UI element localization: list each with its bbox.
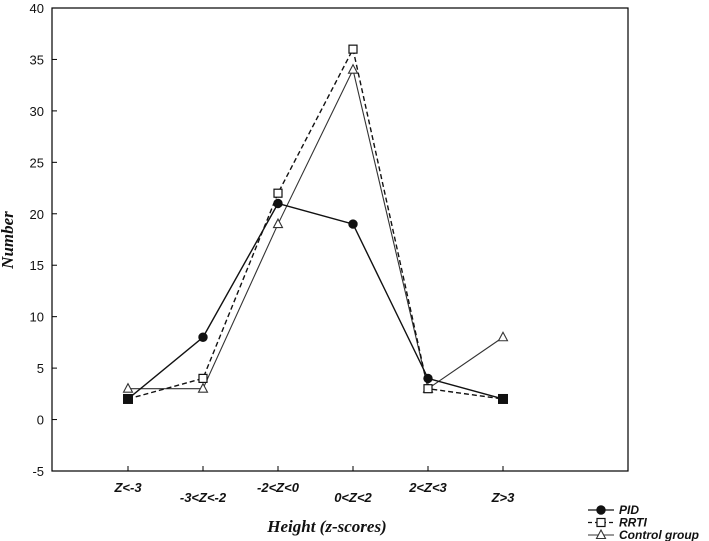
series-group xyxy=(122,44,509,404)
data-point xyxy=(347,63,359,74)
series-line xyxy=(127,47,504,400)
data-point xyxy=(423,384,433,394)
series-pid xyxy=(123,198,508,404)
x-tick-label: Z<-3 xyxy=(113,480,142,495)
series-rrti xyxy=(123,44,508,404)
data-point xyxy=(198,332,208,342)
legend-marker xyxy=(595,528,607,540)
legend-label: Control group xyxy=(619,528,699,541)
x-tick-label: -3<Z<-2 xyxy=(180,490,227,505)
legend-marker xyxy=(596,505,606,515)
overlap-point xyxy=(498,393,508,404)
overlap-point xyxy=(123,393,133,404)
series-line xyxy=(128,68,504,390)
legend-item: Control group xyxy=(588,528,699,541)
data-point xyxy=(497,331,509,342)
y-tick-label: 5 xyxy=(37,361,44,376)
legend-label: RRTI xyxy=(619,516,647,530)
legend-item: RRTI xyxy=(588,516,647,530)
y-tick-label: 0 xyxy=(37,413,44,428)
x-tick-label: Z>3 xyxy=(491,490,516,505)
y-tick-label: -5 xyxy=(32,464,44,479)
data-point xyxy=(348,219,358,229)
data-point xyxy=(273,188,283,198)
x-tick-label: 0<Z<2 xyxy=(334,490,372,505)
x-axis: Z<-3 -3<Z<-2 -2<Z<0 0<Z<2 2<Z<3 Z>3 xyxy=(113,466,515,505)
y-tick-label: 15 xyxy=(30,258,44,273)
data-point xyxy=(273,198,283,209)
x-axis-title: Height (z-scores) xyxy=(266,517,386,536)
x-tick-label: 2<Z<3 xyxy=(408,480,447,495)
data-point xyxy=(198,373,208,383)
data-point xyxy=(348,44,358,54)
y-tick-label: 40 xyxy=(30,1,44,16)
series-line xyxy=(127,202,504,400)
x-tick-label: -2<Z<0 xyxy=(257,480,300,495)
y-tick-label: 30 xyxy=(30,104,44,119)
data-point xyxy=(197,382,209,393)
data-point xyxy=(423,373,433,384)
legend-item: PID xyxy=(588,503,639,517)
y-tick-label: 10 xyxy=(30,310,44,325)
data-point xyxy=(122,382,134,393)
y-tick-label: 20 xyxy=(30,207,44,222)
y-tick-label: 35 xyxy=(30,52,44,67)
data-point xyxy=(272,217,284,229)
y-axis-title: Number xyxy=(0,211,17,270)
legend-label: PID xyxy=(619,503,639,517)
series-control-group xyxy=(122,63,509,393)
plot-frame xyxy=(51,7,629,472)
legend-marker xyxy=(596,517,606,528)
y-axis: -5 0 5 10 15 20 25 30 35 40 xyxy=(30,1,57,479)
y-tick-label: 25 xyxy=(30,155,44,170)
